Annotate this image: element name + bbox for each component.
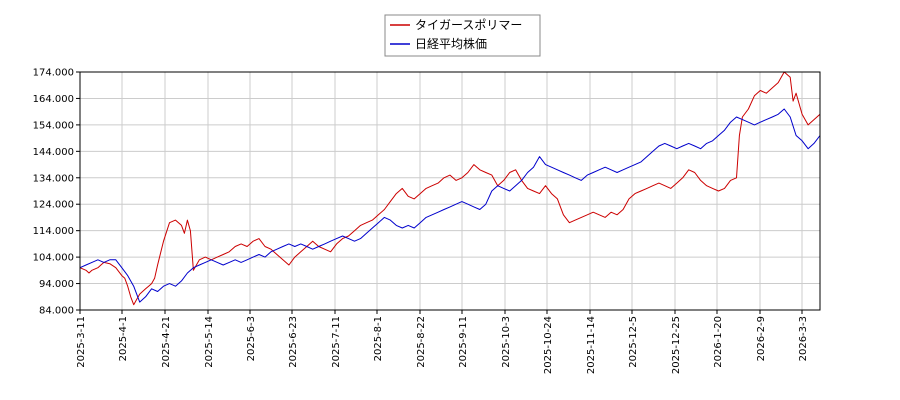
legend-box xyxy=(384,14,541,57)
grid-layer xyxy=(79,71,820,311)
plot-area xyxy=(80,72,820,310)
series-layer xyxy=(79,71,821,306)
x-tick-label: 2025-10-24 xyxy=(543,316,554,374)
x-tick-label: 2026-1-20 xyxy=(713,316,724,368)
series-line-1 xyxy=(79,108,821,303)
x-tick-label: 2025-8-1 xyxy=(373,316,384,361)
y-tick-label: 104.000 xyxy=(33,253,74,264)
y-tick-label: 124.000 xyxy=(33,200,74,211)
series-line-0 xyxy=(79,71,821,306)
x-tick-label: 2026-3-3 xyxy=(798,316,809,361)
x-tick-label: 2025-4-1 xyxy=(118,316,129,361)
legend: タイガースポリマー 日経平均株価 xyxy=(384,14,541,57)
x-tick-label: 2025-4-21 xyxy=(161,316,172,368)
x-tick-label: 2025-6-23 xyxy=(288,316,299,368)
y-tick-label: 114.000 xyxy=(33,226,74,237)
x-tick-label: 2025-6-3 xyxy=(246,316,257,361)
x-tick-label: 2025-5-14 xyxy=(204,316,215,368)
y-tick-label: 134.000 xyxy=(33,173,74,184)
y-tick-label: 144.000 xyxy=(33,147,74,158)
x-tick-label: 2025-12-5 xyxy=(628,316,639,368)
y-tick-label: 154.000 xyxy=(33,120,74,131)
y-tick-label: 84.000 xyxy=(39,306,74,317)
plot-frame xyxy=(79,71,821,311)
x-tick-label: 2025-3-11 xyxy=(76,316,87,368)
x-tick-label: 2025-8-22 xyxy=(416,316,427,368)
x-tick-label: 2025-12-25 xyxy=(671,316,682,374)
axis-layer: 84.000 94.000 104.000 114.000 124.000 134.000… xyxy=(33,68,809,375)
x-tick-label: 2025-9-11 xyxy=(458,316,469,368)
legend-label-0: タイガースポリマー xyxy=(415,18,522,32)
x-tick-label: 2026-2-9 xyxy=(756,316,767,361)
x-tick-label: 2025-10-3 xyxy=(501,316,512,368)
y-tick-label: 164.000 xyxy=(33,94,74,105)
x-tick-label: 2025-11-14 xyxy=(586,316,597,374)
legend-label-1: 日経平均株価 xyxy=(415,36,487,51)
x-tick-label: 2025-7-11 xyxy=(331,316,342,368)
y-tick-label: 94.000 xyxy=(39,279,74,290)
y-tick-label: 174.000 xyxy=(33,68,74,79)
